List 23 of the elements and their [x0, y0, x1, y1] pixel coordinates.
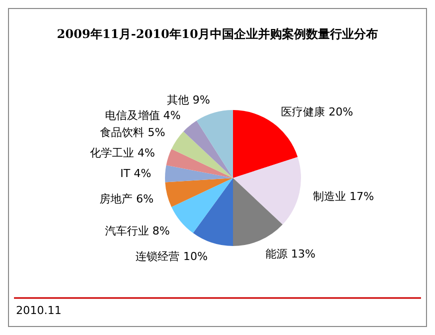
slice-label: 医疗健康 20% — [281, 106, 354, 119]
chart-title: 2009年11月-2010年10月中国企业并购案例数量行业分布 — [56, 27, 378, 41]
pie-slice — [165, 178, 233, 207]
slice-label: 化学工业 4% — [90, 146, 156, 160]
slice-label: 其他 9% — [167, 93, 210, 106]
slice-label: 汽车行业 8% — [104, 224, 170, 238]
slice-label: 食品饮料 5% — [100, 126, 166, 139]
pie-slice — [193, 178, 233, 246]
pie-slice — [171, 178, 233, 234]
slice-label: IT 4% — [120, 166, 152, 180]
pie-slice — [171, 131, 233, 178]
slice-label: 能源 13% — [266, 247, 316, 260]
pie-slice — [165, 165, 233, 182]
slice-label: 连锁经营 10% — [136, 250, 208, 263]
pie-slice — [233, 156, 301, 225]
pie-slice — [233, 178, 283, 246]
text: 2010.11 — [16, 304, 62, 317]
pie-slice — [196, 110, 233, 178]
pie-slice — [166, 149, 233, 178]
pie-slice — [183, 120, 233, 178]
slice-label: 房地产 6% — [100, 192, 154, 206]
slice-label: 制造业 17% — [313, 190, 374, 203]
slice-label: 电信及增值 4% — [104, 108, 181, 122]
